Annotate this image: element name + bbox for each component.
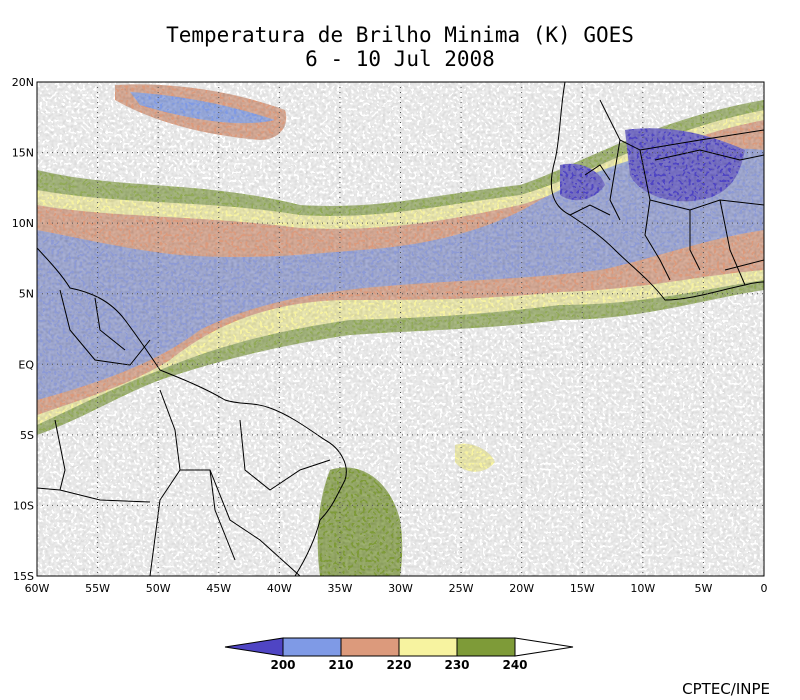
lon-label: 25W — [449, 582, 474, 595]
lat-label: 5S — [20, 429, 34, 442]
lon-label: 60W — [25, 582, 50, 595]
colorbar-segment — [456, 637, 516, 657]
colorbar: 200 210 220 230 240 — [224, 637, 574, 672]
colorbar-label: 230 — [444, 658, 469, 672]
lat-label: 10S — [13, 499, 34, 512]
latitude-labels: 20N 15N 10N 5N EQ 5S 10S 15S — [12, 76, 35, 583]
credit-label: CPTEC/INPE — [682, 680, 770, 698]
lon-label: 0 — [761, 582, 768, 595]
graticule — [37, 82, 764, 576]
lon-label: 5W — [694, 582, 712, 595]
lat-label: 20N — [12, 76, 34, 89]
map-date-range: 6 - 10 Jul 2008 — [305, 47, 495, 71]
lon-label: 45W — [206, 582, 231, 595]
map-title: Temperatura de Brilho Minima (K) GOES — [166, 23, 634, 47]
lon-label: 50W — [146, 582, 171, 595]
lon-label: 40W — [267, 582, 292, 595]
lat-label: 15N — [12, 147, 34, 160]
lat-label: 5N — [19, 288, 34, 301]
colorbar-segment — [398, 637, 458, 657]
colorbar-label: 240 — [502, 658, 527, 672]
coastlines — [37, 82, 764, 576]
lon-label: 55W — [85, 582, 110, 595]
colorbar-label: 210 — [328, 658, 353, 672]
colorbar-min-arrow — [224, 637, 284, 657]
colorbar-label: 220 — [386, 658, 411, 672]
lat-label: 10N — [12, 217, 34, 230]
lon-label: 10W — [630, 582, 655, 595]
colorbar-segment — [282, 637, 342, 657]
lon-label: 15W — [570, 582, 595, 595]
colorbar-max-arrow — [514, 637, 574, 657]
lat-label: 15S — [13, 570, 34, 583]
lon-label: 20W — [509, 582, 534, 595]
lon-label: 35W — [327, 582, 352, 595]
colorbar-label: 200 — [270, 658, 295, 672]
lon-label: 30W — [388, 582, 413, 595]
lat-label: EQ — [18, 358, 34, 371]
brightness-field — [37, 82, 764, 576]
colorbar-segment — [340, 637, 400, 657]
longitude-labels: 60W 55W 50W 45W 40W 35W 30W 25W 20W 15W 10W 5W 0 — [25, 582, 768, 595]
